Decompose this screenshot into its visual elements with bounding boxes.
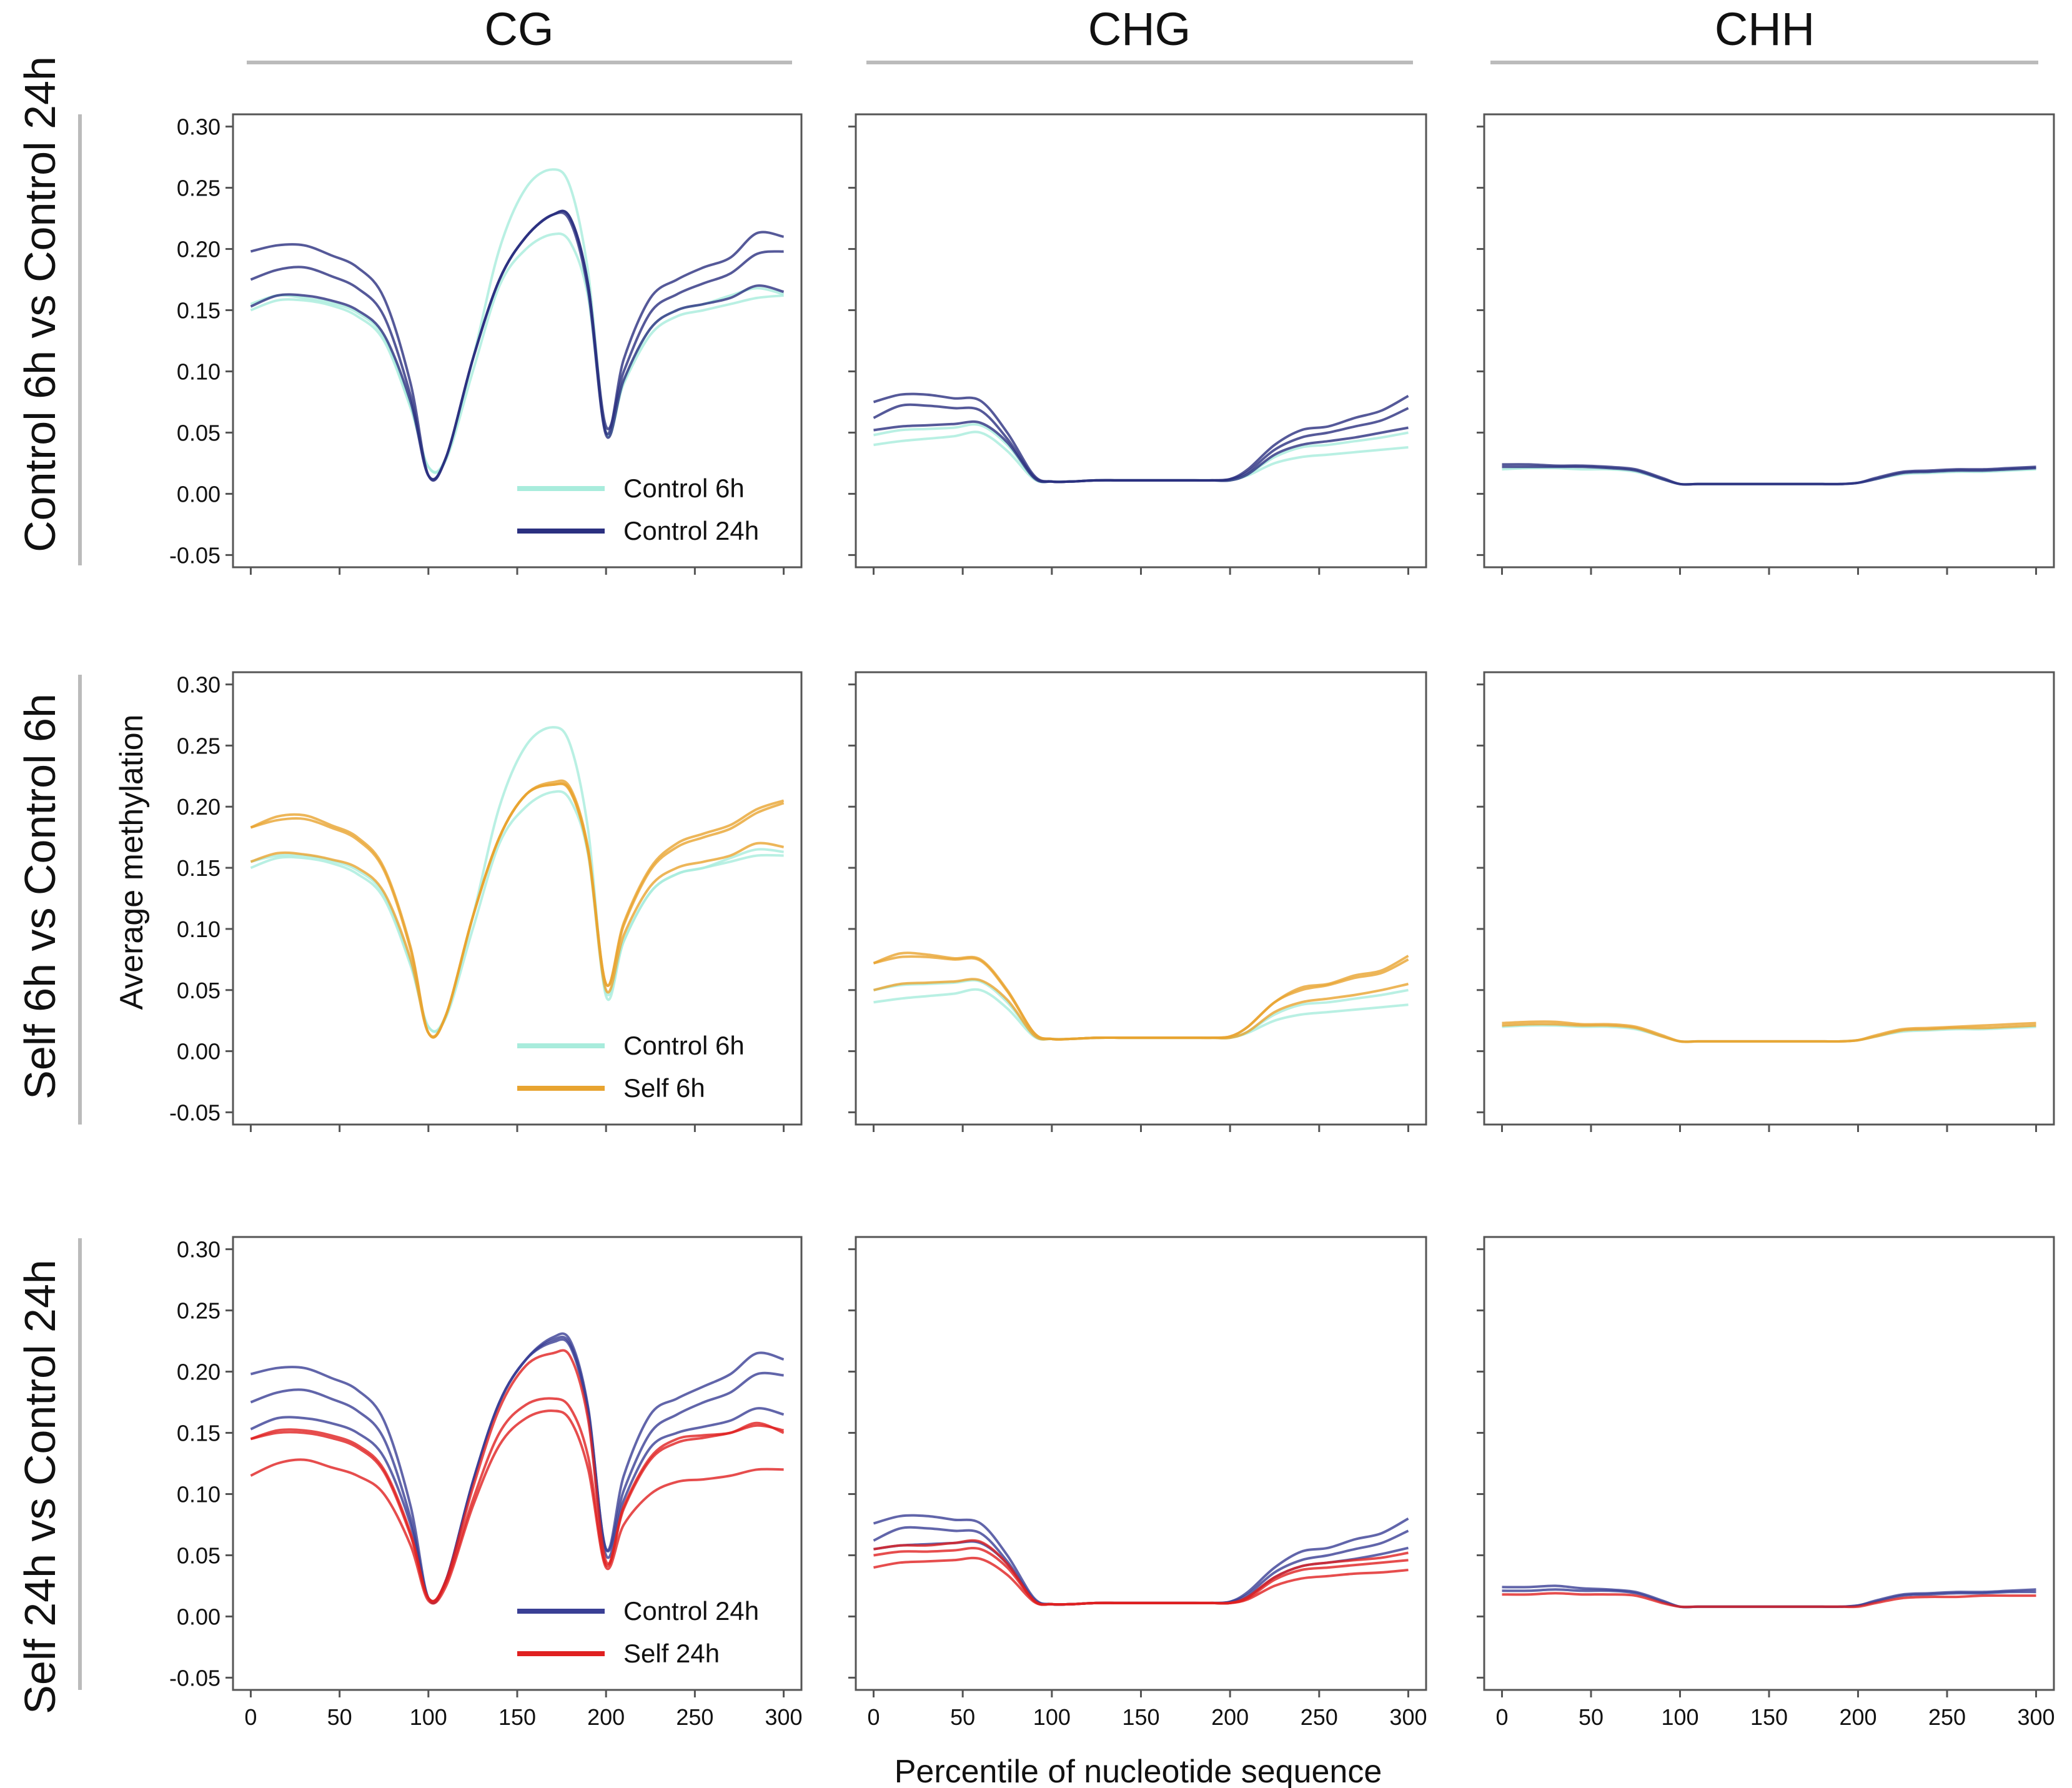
x-tick-label: 300 [2017,1704,2055,1730]
y-tick-label: 0.10 [177,1481,221,1507]
x-tick-label: 150 [498,1704,536,1730]
y-tick-label: 0.15 [177,1421,221,1446]
y-tick-label: 0.00 [177,1604,221,1629]
y-tick-label: -0.05 [169,542,221,568]
x-tick-label: 0 [868,1704,880,1730]
panel-r1-chh [1477,113,2055,575]
x-tick-label: 50 [950,1704,975,1730]
y-tick-label: 0.05 [177,978,221,1003]
plot-frame [232,1236,803,1691]
series-line-self-24h [250,1349,785,1602]
series-line-control-24h [250,211,785,480]
x-tick-label: 250 [1301,1704,1338,1730]
x-tick-label: 150 [1122,1704,1159,1730]
y-tick-label: -0.05 [169,1100,221,1125]
panel-r3-chh: 0 50 100 150 200 250 300 [1477,1236,2055,1730]
legend-label: Control 24h [623,1596,759,1626]
panel-r2-cg: 0.30 0.25 0.20 0.15 0.10 0.05 0.00 -0.05 Control… [169,671,803,1132]
panel-grid: 0.30 0.25 0.20 0.15 0.10 0.05 0.00 -0.05 Control… [169,113,2055,1730]
x-axis-label: Percentile of nucleotide sequence [895,1754,1382,1788]
x-tick-label: 300 [1389,1704,1427,1730]
y-tick-label: 0.05 [177,1542,221,1568]
y-tick-label: 0.30 [177,672,221,698]
x-tick-label: 250 [1928,1704,1966,1730]
series-line-control-6h [250,168,784,474]
panel-r1-chg [848,113,1427,575]
plot-frame [855,671,1427,1126]
plot-frame [232,113,803,569]
legend-label: Self 6h [623,1073,705,1103]
x-tick-label: 0 [1495,1704,1508,1730]
y-tick-label: 0.20 [177,794,221,820]
legend-label: Control 6h [623,1031,745,1060]
plot-frame [855,1236,1427,1691]
y-tick-label: -0.05 [169,1665,221,1691]
panel-r2-chh [1477,671,2055,1132]
x-tick-label: 50 [1579,1704,1604,1730]
x-tick-label: 200 [1839,1704,1876,1730]
x-tick-label: 100 [1661,1704,1698,1730]
legend-label: Control 6h [623,474,745,503]
y-tick-label: 0.10 [177,359,221,384]
y-tick-label: 0.30 [177,1237,221,1263]
y-tick-label: 0.10 [177,916,221,942]
row-title-control6h-vs-control24h: Control 6h vs Control 24h [16,56,64,552]
y-tick-label: 0.25 [177,733,221,758]
y-tick-label: 0.25 [177,1298,221,1324]
y-tick-label: 0.30 [177,114,221,140]
plot-frame [855,113,1427,569]
y-tick-label: 0.00 [177,1039,221,1065]
y-axis-label: Average methylation [114,714,150,1010]
x-tick-label: 150 [1750,1704,1788,1730]
plot-frame [1483,671,2055,1126]
y-tick-label: 0.15 [177,855,221,881]
legend-label: Control 24h [623,516,759,545]
x-tick-label: 0 [244,1704,257,1730]
y-tick-label: 0.25 [177,176,221,201]
y-tick-label: 0.15 [177,298,221,324]
series-line-control-24h [250,1338,785,1603]
row-title-self6h-vs-control6h: Self 6h vs Control 6h [16,693,64,1100]
x-tick-label: 200 [1211,1704,1249,1730]
column-title-chg: CHG [1088,3,1191,55]
plot-frame [1483,113,2055,569]
column-title-cg: CG [485,3,554,55]
series-line-self-24h [250,1409,784,1605]
x-tick-label: 100 [1033,1704,1071,1730]
series-line-control-24h [1502,465,2036,486]
series-line-self-6h [250,782,784,1038]
y-tick-label: 0.20 [177,1359,221,1385]
x-tick-label: 100 [410,1704,447,1730]
x-tick-label: 300 [765,1704,803,1730]
series-line-self-24h [1502,1592,2036,1609]
series-line-self-24h [873,1556,1409,1606]
column-title-chh: CHH [1715,3,1815,55]
panel-r3-chg: 0 50 100 150 200 250 300 [848,1236,1427,1730]
panel-r1-cg: 0.30 0.25 0.20 0.15 0.10 0.05 0.00 -0.05 Control… [169,113,803,575]
y-tick-label: 0.00 [177,481,221,507]
x-tick-label: 50 [327,1704,352,1730]
row-title-self24h-vs-control24h: Self 24h vs Control 24h [16,1259,64,1714]
legend-label: Self 24h [623,1639,720,1668]
y-tick-label: 0.20 [177,237,221,262]
plot-frame [1483,1236,2055,1691]
x-tick-label: 200 [587,1704,625,1730]
series-line-self-6h [1502,1023,2036,1043]
x-tick-label: 250 [676,1704,713,1730]
series-line-control-24h [873,420,1409,484]
series-line-control-6h [250,790,784,1033]
series-line-self-24h [250,1397,785,1602]
series-line-self-6h [873,978,1409,1041]
panel-r2-chg [848,671,1427,1132]
panel-r3-cg: 0.30 0.25 0.20 0.15 0.10 0.05 0.00 -0.05 0 50 100 1… [169,1236,803,1730]
y-tick-label: 0.05 [177,420,221,445]
